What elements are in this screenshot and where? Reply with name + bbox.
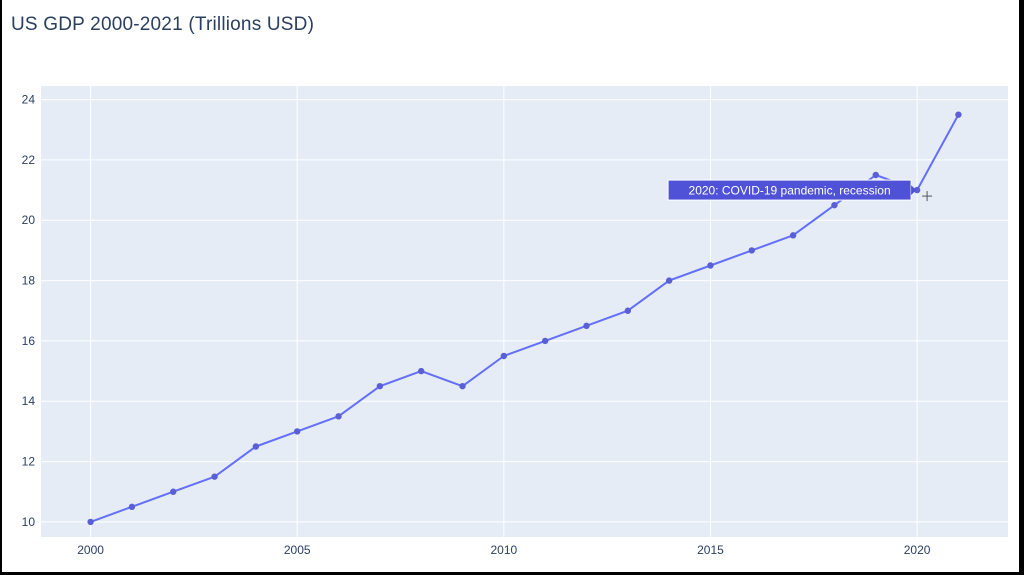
data-point[interactable]	[500, 352, 508, 360]
hover-tooltip: 2020: COVID-19 pandemic, recession	[667, 179, 917, 201]
x-tick-label: 2010	[490, 543, 517, 557]
x-tick-label: 2020	[904, 543, 931, 557]
data-point[interactable]	[541, 337, 549, 345]
data-point[interactable]	[707, 262, 714, 269]
data-point[interactable]	[665, 277, 673, 284]
data-point[interactable]	[128, 503, 136, 511]
series-line	[90, 114, 960, 523]
y-tick-label: 12	[22, 455, 36, 469]
data-point[interactable]	[417, 367, 425, 375]
y-tick-label: 18	[22, 274, 36, 288]
y-tick-label: 22	[22, 153, 36, 167]
data-point[interactable]	[252, 443, 260, 450]
y-tick-label: 14	[22, 394, 36, 408]
data-point[interactable]	[459, 382, 466, 390]
data-point[interactable]	[583, 322, 590, 330]
x-tick-label: 2005	[284, 543, 311, 557]
y-tick-label: 24	[22, 93, 36, 107]
y-tick-label: 16	[22, 334, 36, 348]
data-point[interactable]	[170, 488, 177, 495]
x-tick-label: 2015	[697, 543, 724, 557]
data-markers	[87, 111, 962, 526]
y-axis-ticks: 10 12 14 16 18 20 22 24	[22, 93, 36, 529]
data-point[interactable]	[748, 247, 755, 254]
chart-title: US GDP 2000-2021 (Trillions USD)	[11, 14, 315, 35]
y-tick-label: 20	[22, 213, 36, 227]
hover-label: 2020: COVID-19 pandemic, recession	[689, 184, 891, 198]
hover-pointer	[911, 185, 917, 196]
x-tick-label: 2000	[77, 543, 104, 557]
data-point[interactable]	[955, 111, 962, 118]
plot-area[interactable]	[41, 86, 1008, 537]
data-point[interactable]	[624, 307, 632, 314]
data-point[interactable]	[872, 171, 879, 179]
x-axis-ticks: 2000 2005 2010 2015 2020	[77, 543, 931, 557]
data-point[interactable]	[211, 473, 218, 480]
y-tick-label: 10	[22, 515, 36, 529]
data-point[interactable]	[87, 518, 94, 526]
data-point[interactable]	[294, 428, 301, 435]
data-point[interactable]	[376, 382, 384, 390]
data-point[interactable]	[831, 201, 838, 209]
data-point[interactable]	[913, 186, 921, 194]
gridlines	[41, 86, 1008, 537]
data-point[interactable]	[789, 232, 797, 239]
crosshair-cursor-icon	[922, 191, 933, 202]
data-point[interactable]	[335, 413, 342, 420]
